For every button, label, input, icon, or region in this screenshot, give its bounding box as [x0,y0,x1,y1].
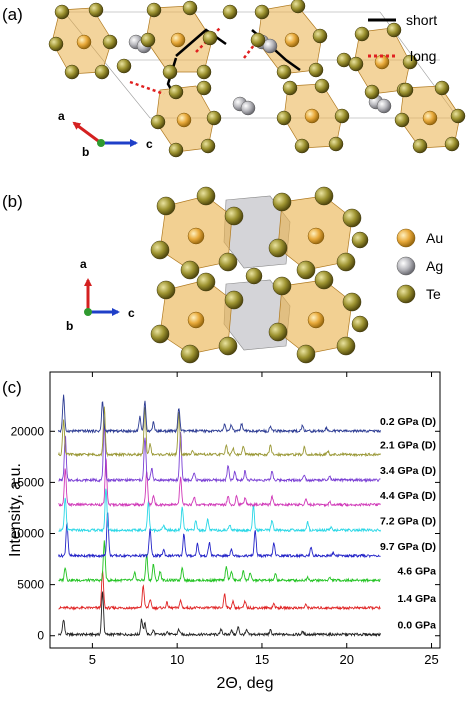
y-tick-label: 20000 [11,424,45,438]
x-axis-label: 2Θ, deg [217,675,274,692]
series-label: 0.2 GPa (D) [380,416,436,428]
au-legend-label: Au [426,230,443,246]
panel-a-structure [48,0,466,158]
long-bond-line [129,80,165,96]
ag-legend-label: Ag [426,258,443,274]
c-axis-label: c [128,306,135,320]
a-axis-label: a [58,109,65,123]
series-line [58,488,381,534]
panel-a-label: (a) [2,5,23,24]
a-axis-label: a [80,257,87,271]
panel-b-label: (b) [2,192,23,211]
panel-a-legend: short long [368,12,437,64]
long-legend-label: long [410,48,436,64]
series-line [58,540,381,584]
panel-c: (c) 5 10 15 20 25 0 5000 10000 15000 20000 2Θ, deg… [2,371,441,692]
te-legend-label: Te [426,286,441,302]
panel-c-label: (c) [2,378,22,397]
series-label: 1.4 GPa [397,593,436,605]
panel-a-axes: a b c [58,109,153,159]
series-label: 2.1 GPa (D) [380,440,436,452]
series-label: 9.7 GPa (D) [380,541,436,553]
series-line [58,458,381,508]
panel-b-legend: Au Ag Te [396,228,443,304]
series-label: 7.2 GPa (D) [380,515,436,527]
te-legend-swatch [396,284,416,304]
ag-atoms-a [128,34,392,116]
b-axis-dot [97,139,105,147]
series-line [58,394,381,434]
y-axis-label: Intensity, a.u. [7,463,24,557]
series-line [58,571,381,611]
series-label: 3.4 GPa (D) [380,465,436,477]
series-line [58,590,381,638]
y-tick-label: 5000 [17,578,44,592]
c-axis-label: c [146,137,153,151]
au-atoms-b [187,227,325,329]
panel-a: (a) [2,0,466,159]
series-line [58,406,381,458]
series-line [58,423,381,484]
au-atoms-a [76,32,438,128]
xrd-chart: 5 10 15 20 25 0 5000 10000 15000 20000 2Θ, deg Inte… [7,371,441,692]
x-tick-label: 15 [255,652,269,667]
series-label: 0.0 GPa [397,620,436,632]
short-bond-path [175,28,227,57]
series-label: 4.6 GPa [397,565,436,577]
panel-b-structure [150,186,369,364]
y-tick-label: 10000 [11,527,45,541]
ag-legend-swatch [396,256,416,276]
x-tick-label: 5 [89,652,96,667]
x-tick-label: 20 [340,652,354,667]
b-axis-dot [84,308,92,316]
series-label: 4.4 GPa (D) [380,490,436,502]
series-line [58,512,381,559]
te-atoms-a [48,0,466,158]
y-tick-label: 15000 [11,475,45,489]
au-legend-swatch [396,228,416,248]
panel-b-axes: a b c [66,257,135,333]
b-axis-label: b [66,319,73,333]
te-atoms-b [150,186,369,364]
short-legend-label: short [406,12,437,28]
a-axis-arrow [72,121,102,145]
x-tick-label: 25 [424,652,438,667]
panel-b: (b) [2,186,443,364]
x-tick-label: 10 [170,652,184,667]
y-tick-label: 0 [37,629,44,643]
b-axis-label: b [82,145,89,159]
plot-frame [49,371,441,649]
